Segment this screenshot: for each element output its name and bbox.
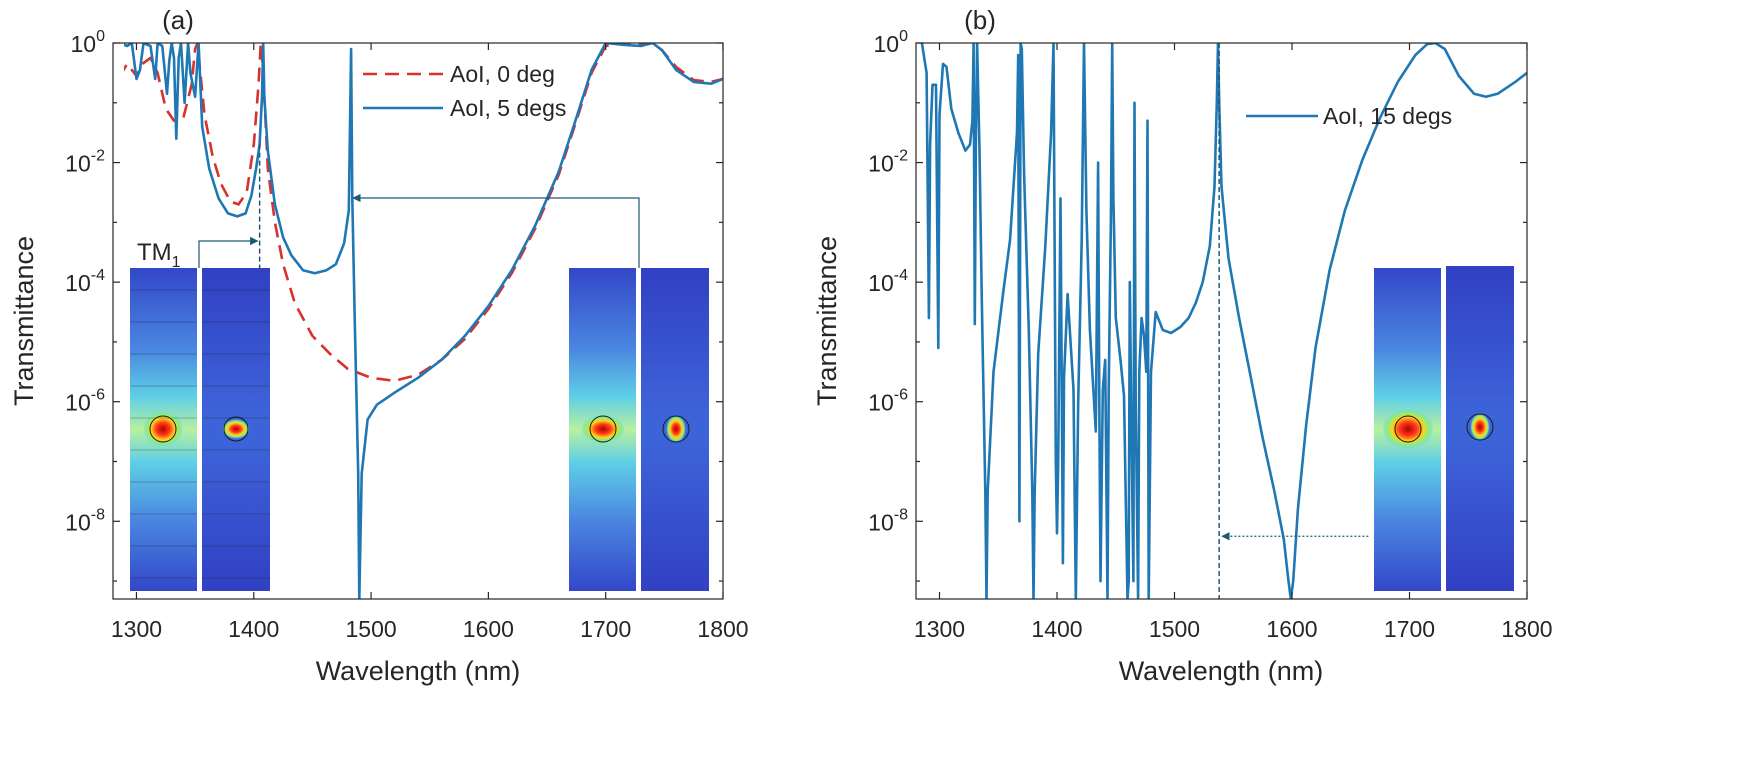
inset-field-maps-left-a [130, 268, 1514, 591]
y-tick-label: 10-4 [868, 267, 908, 296]
legend-a: AoI, 0 deg AoI, 5 degs [363, 61, 566, 121]
rod-outline [589, 415, 617, 443]
axes-box-a [112, 42, 724, 600]
y-tick-label: 10-4 [65, 267, 105, 296]
mode-arrow [352, 193, 640, 268]
field-hotspot [1382, 409, 1434, 449]
panel-a-label: (a) [162, 5, 194, 35]
tm1-label: TM1 [137, 239, 181, 271]
x-tick-label: 1400 [228, 616, 279, 642]
x-tick-label: 1700 [580, 616, 631, 642]
series-line-aoi-5-degs [124, 43, 724, 599]
series-line-aoi-15-degs [920, 43, 1527, 599]
x-tick-label: 1300 [111, 616, 162, 642]
ticks-a: 1300 1400 1500 1600 1700 1800 100 10-2 10-4 10-6 1… [65, 28, 748, 642]
x-tick-label: 1800 [697, 616, 748, 642]
legend-label-5deg: AoI, 5 degs [450, 95, 566, 121]
inset-field-maps-b [1374, 266, 1514, 591]
x-axis-label-b: Wavelength (nm) [1119, 656, 1324, 686]
panel-b: (b) AoI, 15 degs 1300 1400 1500 1600 1700 180… [812, 5, 1553, 686]
y-tick-label: 10-8 [868, 506, 908, 535]
x-axis-label-a: Wavelength (nm) [316, 656, 521, 686]
x-tick-label: 1600 [1266, 616, 1317, 642]
y-tick-label: 10-8 [65, 506, 105, 535]
series-line-aoi-0-deg [124, 43, 724, 383]
rod-outline [662, 415, 690, 443]
panel-a: (a) TM1 Ao [9, 5, 1514, 686]
field-hotspot [666, 415, 686, 443]
y-tick-label: 10-2 [868, 148, 908, 177]
y-tick-label: 10-2 [65, 148, 105, 177]
y-axis-label-a: Transmittance [9, 236, 39, 406]
x-tick-label: 1300 [914, 616, 965, 642]
axes-box-b [915, 42, 1528, 600]
tm1-arrow [198, 236, 259, 268]
y-tick-label: 100 [71, 28, 106, 57]
inset-field-maps-right-a [569, 268, 709, 591]
x-tick-label: 1500 [1149, 616, 1200, 642]
tm1-annotation: TM1 [137, 144, 640, 271]
y-tick-label: 10-6 [868, 387, 908, 416]
y-tick-label: 10-6 [65, 387, 105, 416]
rod-outline [223, 416, 249, 442]
y-axis-label-b: Transmittance [812, 236, 842, 406]
x-tick-label: 1800 [1501, 616, 1552, 642]
field-hotspot [222, 419, 250, 439]
mode-annotation-b [1218, 43, 1369, 599]
x-tick-label: 1600 [463, 616, 514, 642]
legend-label-15deg: AoI, 15 degs [1323, 103, 1452, 129]
ticks-b: 1300 1400 1500 1600 1700 1800 100 10-2 10-4 10-6 1… [868, 28, 1552, 642]
panel-b-label: (b) [964, 5, 996, 35]
field-hotspot [1470, 413, 1490, 441]
x-tick-label: 1700 [1384, 616, 1435, 642]
x-tick-label: 1500 [345, 616, 396, 642]
legend-label-0deg: AoI, 0 deg [450, 61, 555, 87]
rod-outline [149, 415, 177, 443]
rod-outline [1466, 413, 1494, 441]
y-tick-label: 100 [874, 28, 909, 57]
x-tick-label: 1400 [1031, 616, 1082, 642]
rod-outline [1394, 415, 1422, 443]
field-hotspot [581, 415, 625, 443]
series-group-b [920, 43, 1527, 599]
legend-b: AoI, 15 degs [1246, 103, 1452, 129]
series-group-a [124, 43, 724, 599]
